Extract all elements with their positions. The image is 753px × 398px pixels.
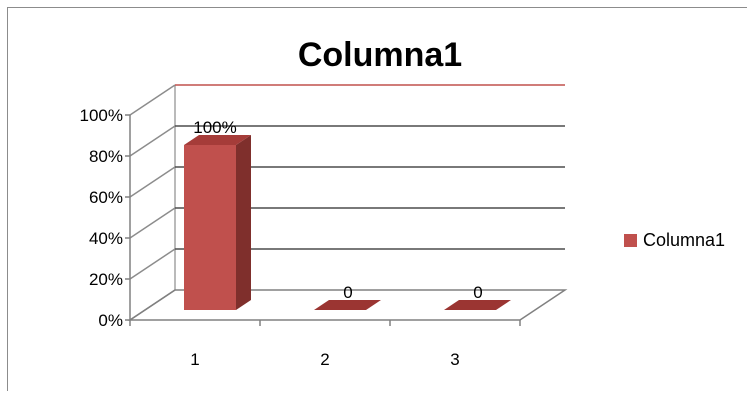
bar-top <box>184 135 251 145</box>
legend-swatch <box>624 234 637 247</box>
side-wall-gridline <box>129 84 176 116</box>
bar-side <box>236 135 251 310</box>
legend-label: Columna1 <box>643 230 726 250</box>
data-label: 0 <box>343 283 352 302</box>
side-wall-gridline <box>129 248 176 280</box>
side-wall-gridline <box>129 125 176 157</box>
bar <box>184 145 236 310</box>
data-label: 0 <box>473 283 482 302</box>
chart-axes: 0% 20% 40% 60% 80% 100% 1 2 3 <box>80 106 568 369</box>
x-tick-label: 3 <box>450 350 459 369</box>
bar <box>444 300 511 310</box>
y-tick-label: 80% <box>89 147 123 166</box>
y-tick-label: 60% <box>89 188 123 207</box>
y-tick-label: 0% <box>98 311 123 330</box>
chart-walls <box>129 84 176 321</box>
bar <box>314 300 381 310</box>
side-wall-gridline <box>129 166 176 198</box>
chart-bars <box>184 135 511 310</box>
x-tick-label: 2 <box>320 350 329 369</box>
data-label: 100% <box>193 118 236 137</box>
chart-title: Columna1 <box>297 36 463 74</box>
side-wall-gridline <box>129 207 176 239</box>
y-tick-label: 100% <box>80 106 123 125</box>
chart-legend: Columna1 <box>624 230 725 251</box>
y-tick-label: 40% <box>89 229 123 248</box>
x-tick-label: 1 <box>190 350 199 369</box>
y-tick-label: 20% <box>89 270 123 289</box>
chart-labels: 100% 0 0 <box>193 118 482 302</box>
